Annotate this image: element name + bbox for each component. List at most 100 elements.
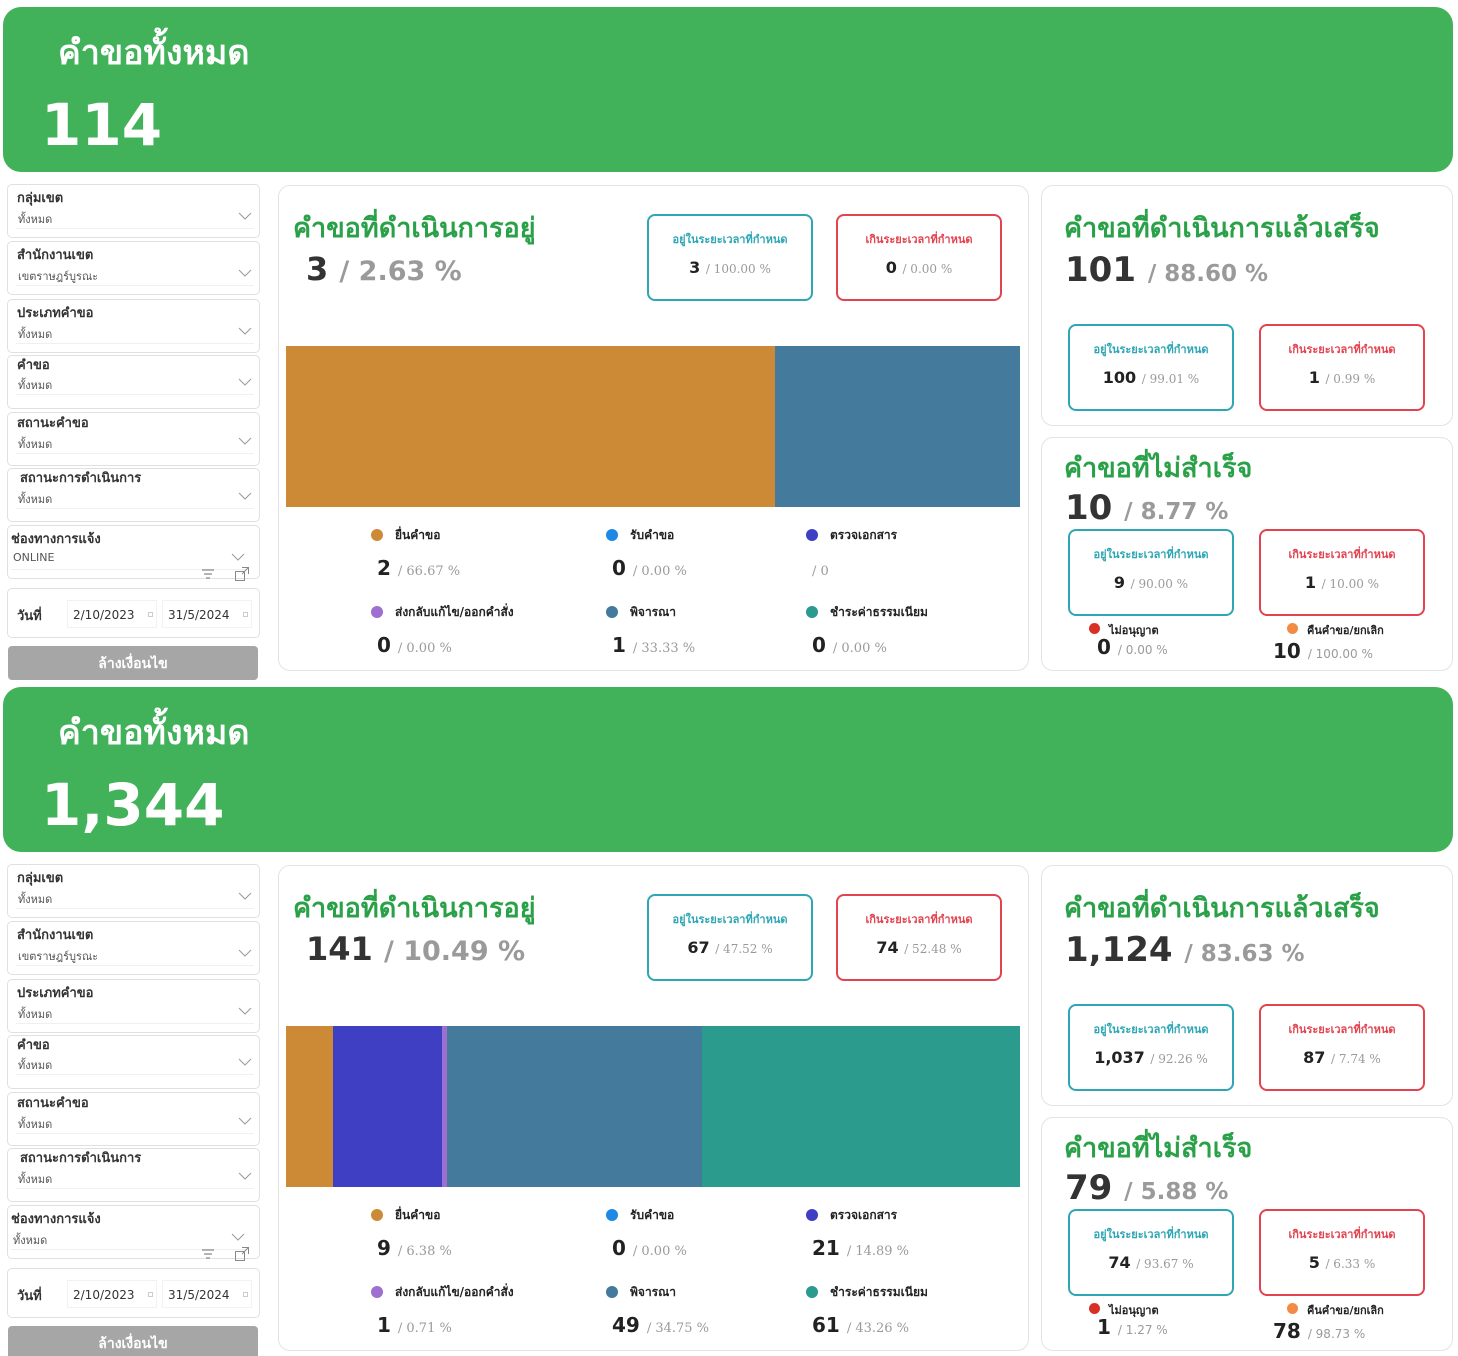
withdraw-percent: / 100.00 % [1307,647,1373,661]
in-time-percent: / 47.52 % [715,942,773,956]
total-requests-banner: คำขอทั้งหมด 114 [3,7,1453,172]
filter-dropdown[interactable]: ทั้งหมด [16,1002,254,1024]
filter-value: ทั้งหมด [18,1118,53,1131]
legend-label: ชำระค่าธรรมเนียม [830,1285,928,1299]
filter-dropdown[interactable]: ทั้งหมด [16,207,254,229]
chevron-down-icon[interactable] [238,889,252,903]
stage-count: 0 [377,633,391,657]
filter-dropdown[interactable]: ทั้งหมด [11,1228,247,1250]
filter-request-type[interactable]: ประเภทคำขอ ทั้งหมด [7,979,260,1033]
stage-count: 0 [812,633,826,657]
in-progress-card: คำขอที่ดำเนินการอยู่ 141 / 10.49 % อยู่ใ… [278,865,1029,1351]
date-from-value: 2/10/2023 [73,608,135,622]
filter-district-office[interactable]: สำนักงานเขต เขตราษฎร์บูรณะ [7,921,260,975]
chevron-down-icon[interactable] [238,375,252,389]
date-range-filter: วันที่ 2/10/2023 31/5/2024 [7,1268,260,1318]
in-time-label: อยู่ในระยะเวลาที่กำหนด [1093,343,1209,356]
in-time-label: อยู่ในระยะเวลาที่กำหนด [672,233,788,246]
bar-segment-5[interactable] [447,1026,703,1187]
bar-segment-1[interactable] [286,346,776,507]
over-time-count: 1 [1308,368,1320,387]
filter-process-status[interactable]: สถานะการดำเนินการ ทั้งหมด [7,1148,260,1202]
filter-process-status[interactable]: สถานะการดำเนินการ ทั้งหมด [7,468,260,522]
filter-value: ทั้งหมด [18,328,53,341]
focus-mode-icon[interactable] [234,1246,250,1262]
date-label: วันที่ [17,609,42,624]
withdraw-count: 10 [1273,639,1301,663]
filter-channel[interactable]: ช่องทางการแจ้ง ONLINE [7,525,260,579]
chevron-down-icon[interactable] [231,1230,245,1244]
legend-value: 21 / 14.89 % [812,1236,909,1260]
bar-segment-4[interactable] [442,1026,448,1187]
chevron-down-icon[interactable] [231,550,245,564]
calendar-icon[interactable] [148,612,153,617]
bar-segment-1[interactable] [286,1026,333,1187]
clear-filters-button[interactable]: ล้างเงื่อนไข [8,1326,258,1356]
focus-mode-icon[interactable] [234,566,250,582]
date-to-input[interactable]: 31/5/2024 [162,600,252,628]
calendar-icon[interactable] [243,612,248,617]
clear-filters-button[interactable]: ล้างเงื่อนไข [8,646,258,680]
filter-dropdown[interactable]: เขตราษฎร์บูรณะ [16,264,254,286]
filter-icon[interactable] [200,566,216,582]
chevron-down-icon[interactable] [238,1055,252,1069]
filter-dropdown[interactable]: ทั้งหมด [16,487,254,509]
filter-dropdown[interactable]: ทั้งหมด [16,1053,254,1075]
date-from-input[interactable]: 2/10/2023 [67,1280,157,1308]
filter-request[interactable]: คำขอ ทั้งหมด [7,355,260,409]
filter-dropdown[interactable]: ทั้งหมด [16,373,254,395]
stage-percent: / 0.00 % [397,641,452,656]
chevron-down-icon[interactable] [238,1169,252,1183]
filter-dropdown[interactable]: ทั้งหมด [16,322,254,344]
chevron-down-icon[interactable] [238,1004,252,1018]
bar-segment-6[interactable] [702,1026,1020,1187]
stage-percent: / 33.33 % [632,641,696,656]
date-from-input[interactable]: 2/10/2023 [67,600,157,628]
legend-label: ตรวจเอกสาร [830,528,898,542]
chevron-down-icon[interactable] [238,209,252,223]
in-time-count: 3 [689,258,701,277]
filter-request-status[interactable]: สถานะคำขอ ทั้งหมด [7,412,260,466]
filter-dropdown[interactable]: ทั้งหมด [16,1167,254,1189]
filter-value: ทั้งหมด [18,438,53,451]
chevron-down-icon[interactable] [238,489,252,503]
legend-label: ไม่อนุญาต [1109,624,1159,637]
chevron-down-icon[interactable] [238,1114,252,1128]
calendar-icon[interactable] [148,1292,153,1297]
calendar-icon[interactable] [243,1292,248,1297]
bar-segment-3[interactable] [332,1026,443,1187]
stage-percent: / 66.67 % [397,564,461,579]
bar-segment-5[interactable] [775,346,1020,507]
chevron-down-icon[interactable] [238,434,252,448]
chevron-down-icon[interactable] [238,324,252,338]
filter-dropdown[interactable]: ทั้งหมด [16,887,254,909]
filter-label: กลุ่มเขต [17,191,64,206]
legend-dot [806,1209,818,1221]
filter-channel[interactable]: ช่องทางการแจ้ง ทั้งหมด [7,1205,260,1259]
filter-dropdown[interactable]: ทั้งหมด [16,1112,254,1134]
filter-icon[interactable] [200,1246,216,1262]
filter-dropdown[interactable]: ONLINE [11,548,247,570]
stage-count: 0 [612,1236,626,1260]
filter-label: ประเภทคำขอ [17,986,94,1001]
filter-request[interactable]: คำขอ ทั้งหมด [7,1035,260,1089]
date-to-input[interactable]: 31/5/2024 [162,1280,252,1308]
chevron-down-icon[interactable] [238,946,252,960]
chevron-down-icon[interactable] [238,266,252,280]
filter-district-office[interactable]: สำนักงานเขต เขตราษฎร์บูรณะ [7,241,260,295]
in-progress-card: คำขอที่ดำเนินการอยู่ 3 / 2.63 % อยู่ในระ… [278,185,1029,671]
filter-dropdown[interactable]: ทั้งหมด [16,432,254,454]
completed-percent: / 83.63 % [1184,941,1305,967]
legend-label: ส่งกลับแก้ไข/ออกคำสั่ง [395,1285,514,1299]
in-progress-percent: / 10.49 % [383,936,526,967]
filter-request-status[interactable]: สถานะคำขอ ทั้งหมด [7,1092,260,1146]
filter-zone-group[interactable]: กลุ่มเขต ทั้งหมด [7,864,260,918]
over-time-percent: / 10.00 % [1321,577,1380,591]
filter-request-type[interactable]: ประเภทคำขอ ทั้งหมด [7,299,260,353]
reject-count: 1 [1097,1315,1111,1339]
filter-dropdown[interactable]: เขตราษฎร์บูรณะ [16,944,254,966]
stage-count: 61 [812,1313,840,1337]
dashboard-online: คำขอทั้งหมด 114 กลุ่มเขต ทั้งหมด สำนักงา… [3,7,1453,680]
filter-zone-group[interactable]: กลุ่มเขต ทั้งหมด [7,184,260,238]
legend-value: 1 / 0.71 % [377,1313,452,1337]
